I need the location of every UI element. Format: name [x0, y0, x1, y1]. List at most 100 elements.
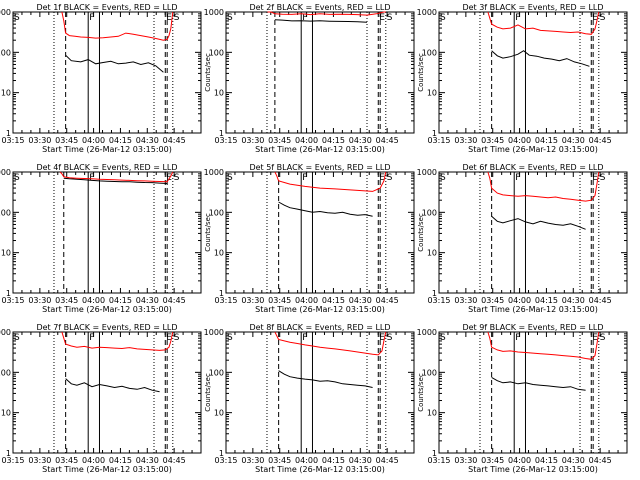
y-axis-label: Counts/sec: [417, 53, 425, 92]
lld-series-line: [59, 171, 174, 183]
x-tick-label: 04:15: [535, 456, 558, 465]
panel-title: Det 3f BLACK = Events, RED = LLD: [462, 3, 603, 12]
detector-panel: Det 6f BLACK = Events, RED = LLD 1 10 100 10…: [417, 163, 628, 314]
y-tick-label: 1: [432, 449, 437, 458]
event-marker-label: S: [174, 13, 180, 23]
x-tick-label: 03:45: [55, 136, 78, 145]
x-tick-label: 04:00: [295, 456, 318, 465]
plot-frame: [12, 11, 202, 134]
x-tick-label: 04:45: [376, 456, 399, 465]
panel-title: Det 1f BLACK = Events, RED = LLD: [36, 3, 177, 12]
x-tick-label: 03:45: [481, 296, 504, 305]
event-marker-label: F: [515, 173, 520, 183]
y-tick-label: 1000: [204, 8, 224, 17]
corner-marker-label: S: [227, 13, 233, 23]
lld-series-line: [487, 171, 600, 202]
x-tick-label: 04:30: [136, 456, 159, 465]
x-tick-label: 04:00: [508, 136, 531, 145]
x-tick-label: 04:00: [295, 136, 318, 145]
x-tick-label: 03:45: [55, 456, 78, 465]
event-marker-label: F: [515, 13, 520, 23]
x-tick-label: 04:45: [163, 456, 186, 465]
event-marker-label: S: [174, 173, 180, 183]
y-tick-label: 100: [0, 48, 11, 57]
x-tick-label: 04:45: [589, 296, 612, 305]
event-marker-label: E: [379, 173, 385, 183]
y-tick-label: 100: [209, 368, 224, 377]
x-tick-label: 04:30: [562, 136, 585, 145]
detector-panel: Det 1f BLACK = Events, RED = LLD 1 10 100 10…: [0, 3, 202, 154]
x-tick-label: 04:45: [589, 136, 612, 145]
x-tick-label: 03:15: [427, 296, 450, 305]
y-tick-label: 10: [1, 249, 11, 258]
event-marker-label: S: [387, 173, 393, 183]
plot-frame: [225, 11, 415, 134]
lld-series-line: [274, 171, 387, 192]
x-tick-label: 03:15: [427, 456, 450, 465]
y-tick-label: 1: [6, 289, 11, 298]
y-tick-label: 100: [0, 208, 11, 217]
detector-panel: Det 8f BLACK = Events, RED = LLD 1 10 100 10…: [204, 323, 415, 474]
y-tick-label: 10: [427, 409, 437, 418]
x-tick-label: 04:30: [136, 136, 159, 145]
y-tick-label: 1: [432, 129, 437, 138]
panel-title: Det 8f BLACK = Events, RED = LLD: [249, 323, 390, 332]
lld-series-line: [61, 331, 174, 351]
plot-frame: [438, 331, 628, 454]
event-marker-label: F: [89, 13, 94, 23]
x-tick-label: 03:15: [1, 456, 24, 465]
y-tick-label: 100: [422, 208, 437, 217]
events-series-line: [278, 201, 373, 217]
y-tick-label: 1000: [417, 328, 437, 337]
detector-panel: Det 9f BLACK = Events, RED = LLD 1 10 100 10…: [417, 323, 628, 474]
event-marker-label: S: [387, 333, 393, 343]
detector-panel: Det 5f BLACK = Events, RED = LLD 1 10 100 10…: [204, 163, 415, 314]
x-tick-label: 04:00: [295, 296, 318, 305]
y-tick-label: 1: [219, 449, 224, 458]
corner-marker-label: S: [440, 173, 446, 183]
x-tick-label: 03:15: [214, 136, 237, 145]
x-tick-label: 04:00: [82, 136, 105, 145]
events-series-line: [65, 54, 164, 73]
y-tick-label: 1000: [417, 168, 437, 177]
event-marker-label: E: [592, 333, 598, 343]
event-marker-label: F: [302, 333, 307, 343]
panel-title: Det 2f BLACK = Events, RED = LLD: [249, 3, 390, 12]
x-axis-label: Start Time (26-Mar-12 03:15:00): [468, 145, 598, 154]
x-tick-label: 04:30: [136, 296, 159, 305]
y-tick-label: 100: [422, 368, 437, 377]
x-tick-label: 04:45: [163, 296, 186, 305]
events-series-line: [65, 378, 160, 393]
x-tick-label: 03:15: [214, 456, 237, 465]
x-axis-label: Start Time (26-Mar-12 03:15:00): [42, 305, 172, 314]
y-tick-label: 10: [427, 249, 437, 258]
x-tick-label: 03:15: [214, 296, 237, 305]
x-axis-label: Start Time (26-Mar-12 03:15:00): [255, 145, 385, 154]
corner-marker-label: S: [440, 13, 446, 23]
panel-title: Det 7f BLACK = Events, RED = LLD: [36, 323, 177, 332]
x-tick-label: 04:15: [322, 456, 345, 465]
corner-marker-label: S: [14, 333, 20, 343]
plot-frame: [12, 171, 202, 294]
events-series-line: [491, 215, 586, 230]
detector-panel: Det 7f BLACK = Events, RED = LLD 1 10 100 10…: [0, 323, 202, 474]
x-tick-label: 04:15: [109, 136, 132, 145]
x-axis-label: Start Time (26-Mar-12 03:15:00): [255, 305, 385, 314]
y-tick-label: 10: [1, 409, 11, 418]
detector-panel: Det 2f BLACK = Events, RED = LLD 1 10 100 10…: [204, 3, 415, 154]
y-tick-label: 1: [6, 449, 11, 458]
detector-panel: Det 4f BLACK = Events, RED = LLD 1 10 100 10…: [0, 163, 202, 314]
x-tick-label: 04:15: [109, 296, 132, 305]
y-tick-label: 100: [209, 48, 224, 57]
plot-frame: [438, 171, 628, 294]
x-tick-label: 04:00: [82, 456, 105, 465]
x-tick-label: 03:45: [55, 296, 78, 305]
y-tick-label: 1000: [0, 168, 11, 177]
x-tick-label: 04:45: [376, 136, 399, 145]
lld-series-line: [487, 11, 600, 35]
event-marker-label: S: [600, 333, 606, 343]
y-tick-label: 1000: [204, 168, 224, 177]
event-marker-label: E: [166, 333, 172, 343]
x-tick-label: 04:30: [349, 136, 372, 145]
